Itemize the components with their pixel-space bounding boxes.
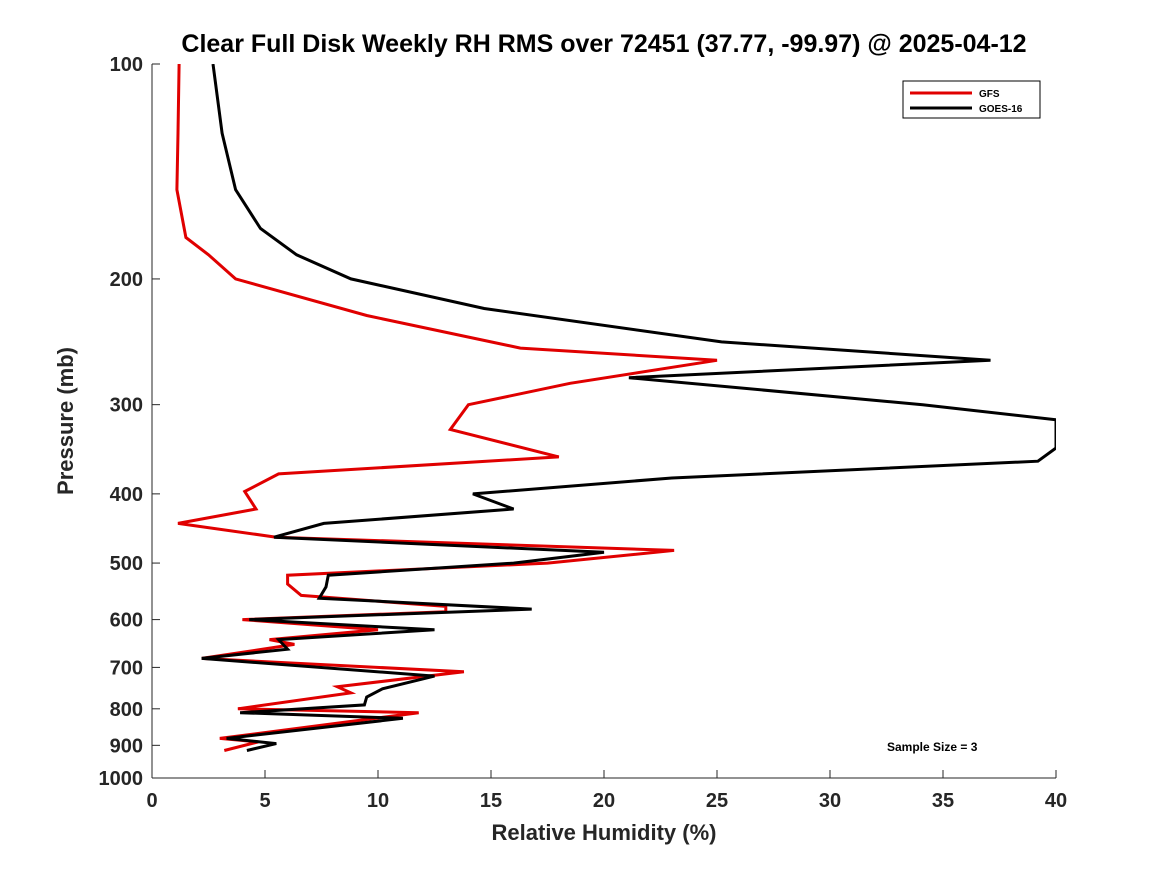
y-tick-label: 1000 bbox=[99, 768, 144, 790]
y-tick-label: 900 bbox=[110, 735, 143, 757]
y-tick-label: 500 bbox=[110, 553, 143, 575]
y-tick-label: 400 bbox=[110, 484, 143, 506]
axes-layer: 0 5 10 15 20 25 30 35 40 100 200 300 400 500 600 700 800… bbox=[99, 54, 1068, 812]
series-layer bbox=[175, 64, 1056, 752]
y-tick-label: 300 bbox=[110, 395, 143, 417]
x-tick-label: 15 bbox=[480, 790, 502, 812]
y-tick-label: 100 bbox=[110, 54, 143, 76]
legend-entries: GFS GOES-16 bbox=[910, 89, 1023, 115]
y-axis-title: Pressure (mb) bbox=[53, 347, 78, 495]
y-tick-label: 700 bbox=[110, 657, 143, 679]
chart-title: Clear Full Disk Weekly RH RMS over 72451… bbox=[181, 30, 1026, 58]
x-tick-label: 0 bbox=[146, 790, 157, 812]
x-tick-label: 30 bbox=[819, 790, 841, 812]
x-tick-label: 10 bbox=[367, 790, 389, 812]
x-tick-label: 35 bbox=[932, 790, 954, 812]
x-axis-title: Relative Humidity (%) bbox=[492, 820, 717, 845]
sample-size-annotation: Sample Size = 3 bbox=[887, 740, 978, 754]
y-tick-label: 200 bbox=[110, 269, 143, 291]
y-tick-label: 600 bbox=[110, 610, 143, 632]
y-tick-label: 800 bbox=[110, 699, 143, 721]
x-tick-label: 5 bbox=[259, 790, 270, 812]
legend-label-gfs: GFS bbox=[979, 89, 1000, 100]
x-tick-label: 20 bbox=[593, 790, 615, 812]
series-line-gfs bbox=[175, 64, 718, 752]
legend: GFS GOES-16 bbox=[902, 80, 1041, 119]
plot-area bbox=[152, 64, 1056, 778]
legend-box bbox=[902, 80, 1041, 119]
x-tick-label: 40 bbox=[1045, 790, 1067, 812]
legend-label-goes-16: GOES-16 bbox=[979, 104, 1023, 115]
series-line-goes-16 bbox=[201, 64, 1056, 752]
x-tick-label: 25 bbox=[706, 790, 728, 812]
plot-frame bbox=[152, 64, 1056, 778]
